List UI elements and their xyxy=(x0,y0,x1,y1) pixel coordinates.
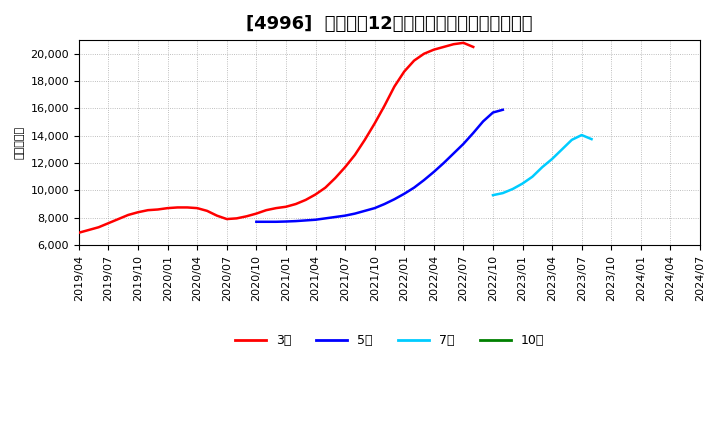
Legend: 3年, 5年, 7年, 10年: 3年, 5年, 7年, 10年 xyxy=(230,329,549,352)
Title: [4996]  経常利益12か月移動合計の平均値の推移: [4996] 経常利益12か月移動合計の平均値の推移 xyxy=(246,15,533,33)
Y-axis label: （百万円）: （百万円） xyxy=(15,126,25,159)
